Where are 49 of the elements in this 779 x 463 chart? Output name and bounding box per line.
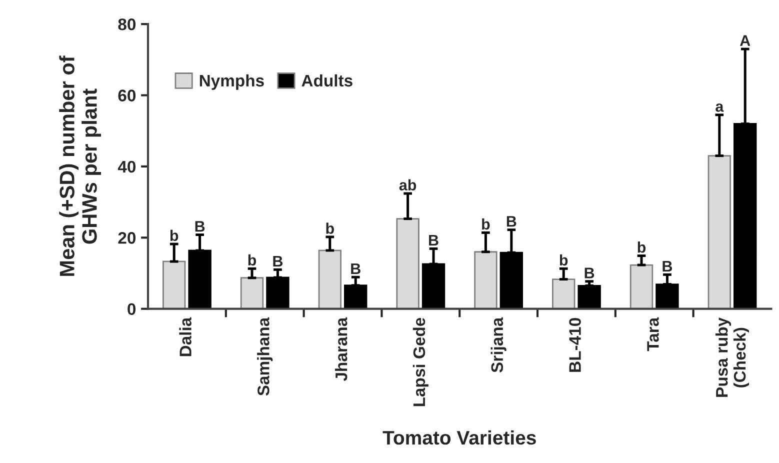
bar — [578, 284, 601, 309]
legend-label: Adults — [302, 74, 352, 87]
annotation: ab — [399, 179, 416, 190]
bar — [188, 250, 212, 309]
y-tick-label: 40 — [118, 160, 136, 173]
x-tick-label: Dalia — [179, 317, 192, 356]
annotation: A — [740, 35, 750, 46]
bar — [318, 250, 342, 309]
annotation: B — [584, 268, 594, 278]
y-tick-label: 80 — [118, 18, 136, 30]
x-tick-label: Samjhana — [257, 317, 273, 396]
x-tick-label: Srijana — [490, 317, 506, 372]
bar — [344, 284, 368, 309]
bar — [422, 263, 446, 309]
bar — [396, 218, 420, 309]
bar — [474, 251, 498, 309]
y-tick-label: 60 — [118, 90, 136, 102]
annotation: a — [716, 103, 724, 112]
y-tick-label: 20 — [118, 232, 136, 244]
annotation: b — [170, 230, 178, 242]
annotation: b — [638, 242, 646, 253]
annotation: B — [351, 263, 360, 274]
annotation: B — [429, 234, 438, 246]
annotation: B — [195, 221, 205, 232]
annotation: b — [248, 254, 256, 266]
annotation: B — [662, 260, 672, 272]
bar — [240, 277, 264, 309]
bar — [552, 278, 576, 309]
bar — [500, 252, 524, 309]
x-axis-title: Tomato Varieties — [382, 430, 536, 445]
bar — [656, 284, 679, 309]
bar — [630, 264, 654, 309]
y-tick-label: 0 — [128, 303, 136, 316]
bar — [266, 276, 290, 309]
x-tick-label: Jharana — [334, 317, 348, 382]
annotation: B — [273, 256, 283, 266]
x-tick-label: Tara — [647, 317, 659, 352]
x-tick-label: Lapsi Gede — [412, 318, 428, 406]
y-axis-title: Mean (+SD) number of GHWs per plant — [59, 56, 101, 276]
annotation: b — [482, 218, 490, 230]
x-tick-label: Pusa ruby (Check) — [716, 317, 750, 397]
annotation: B — [506, 216, 516, 227]
x-tick-label: BL-410 — [569, 318, 581, 372]
annotation: b — [326, 222, 334, 234]
bar — [708, 155, 732, 309]
bar — [162, 260, 186, 309]
legend-label: Nymphs — [200, 74, 264, 90]
annotation: b — [560, 254, 568, 266]
bar — [734, 123, 757, 309]
